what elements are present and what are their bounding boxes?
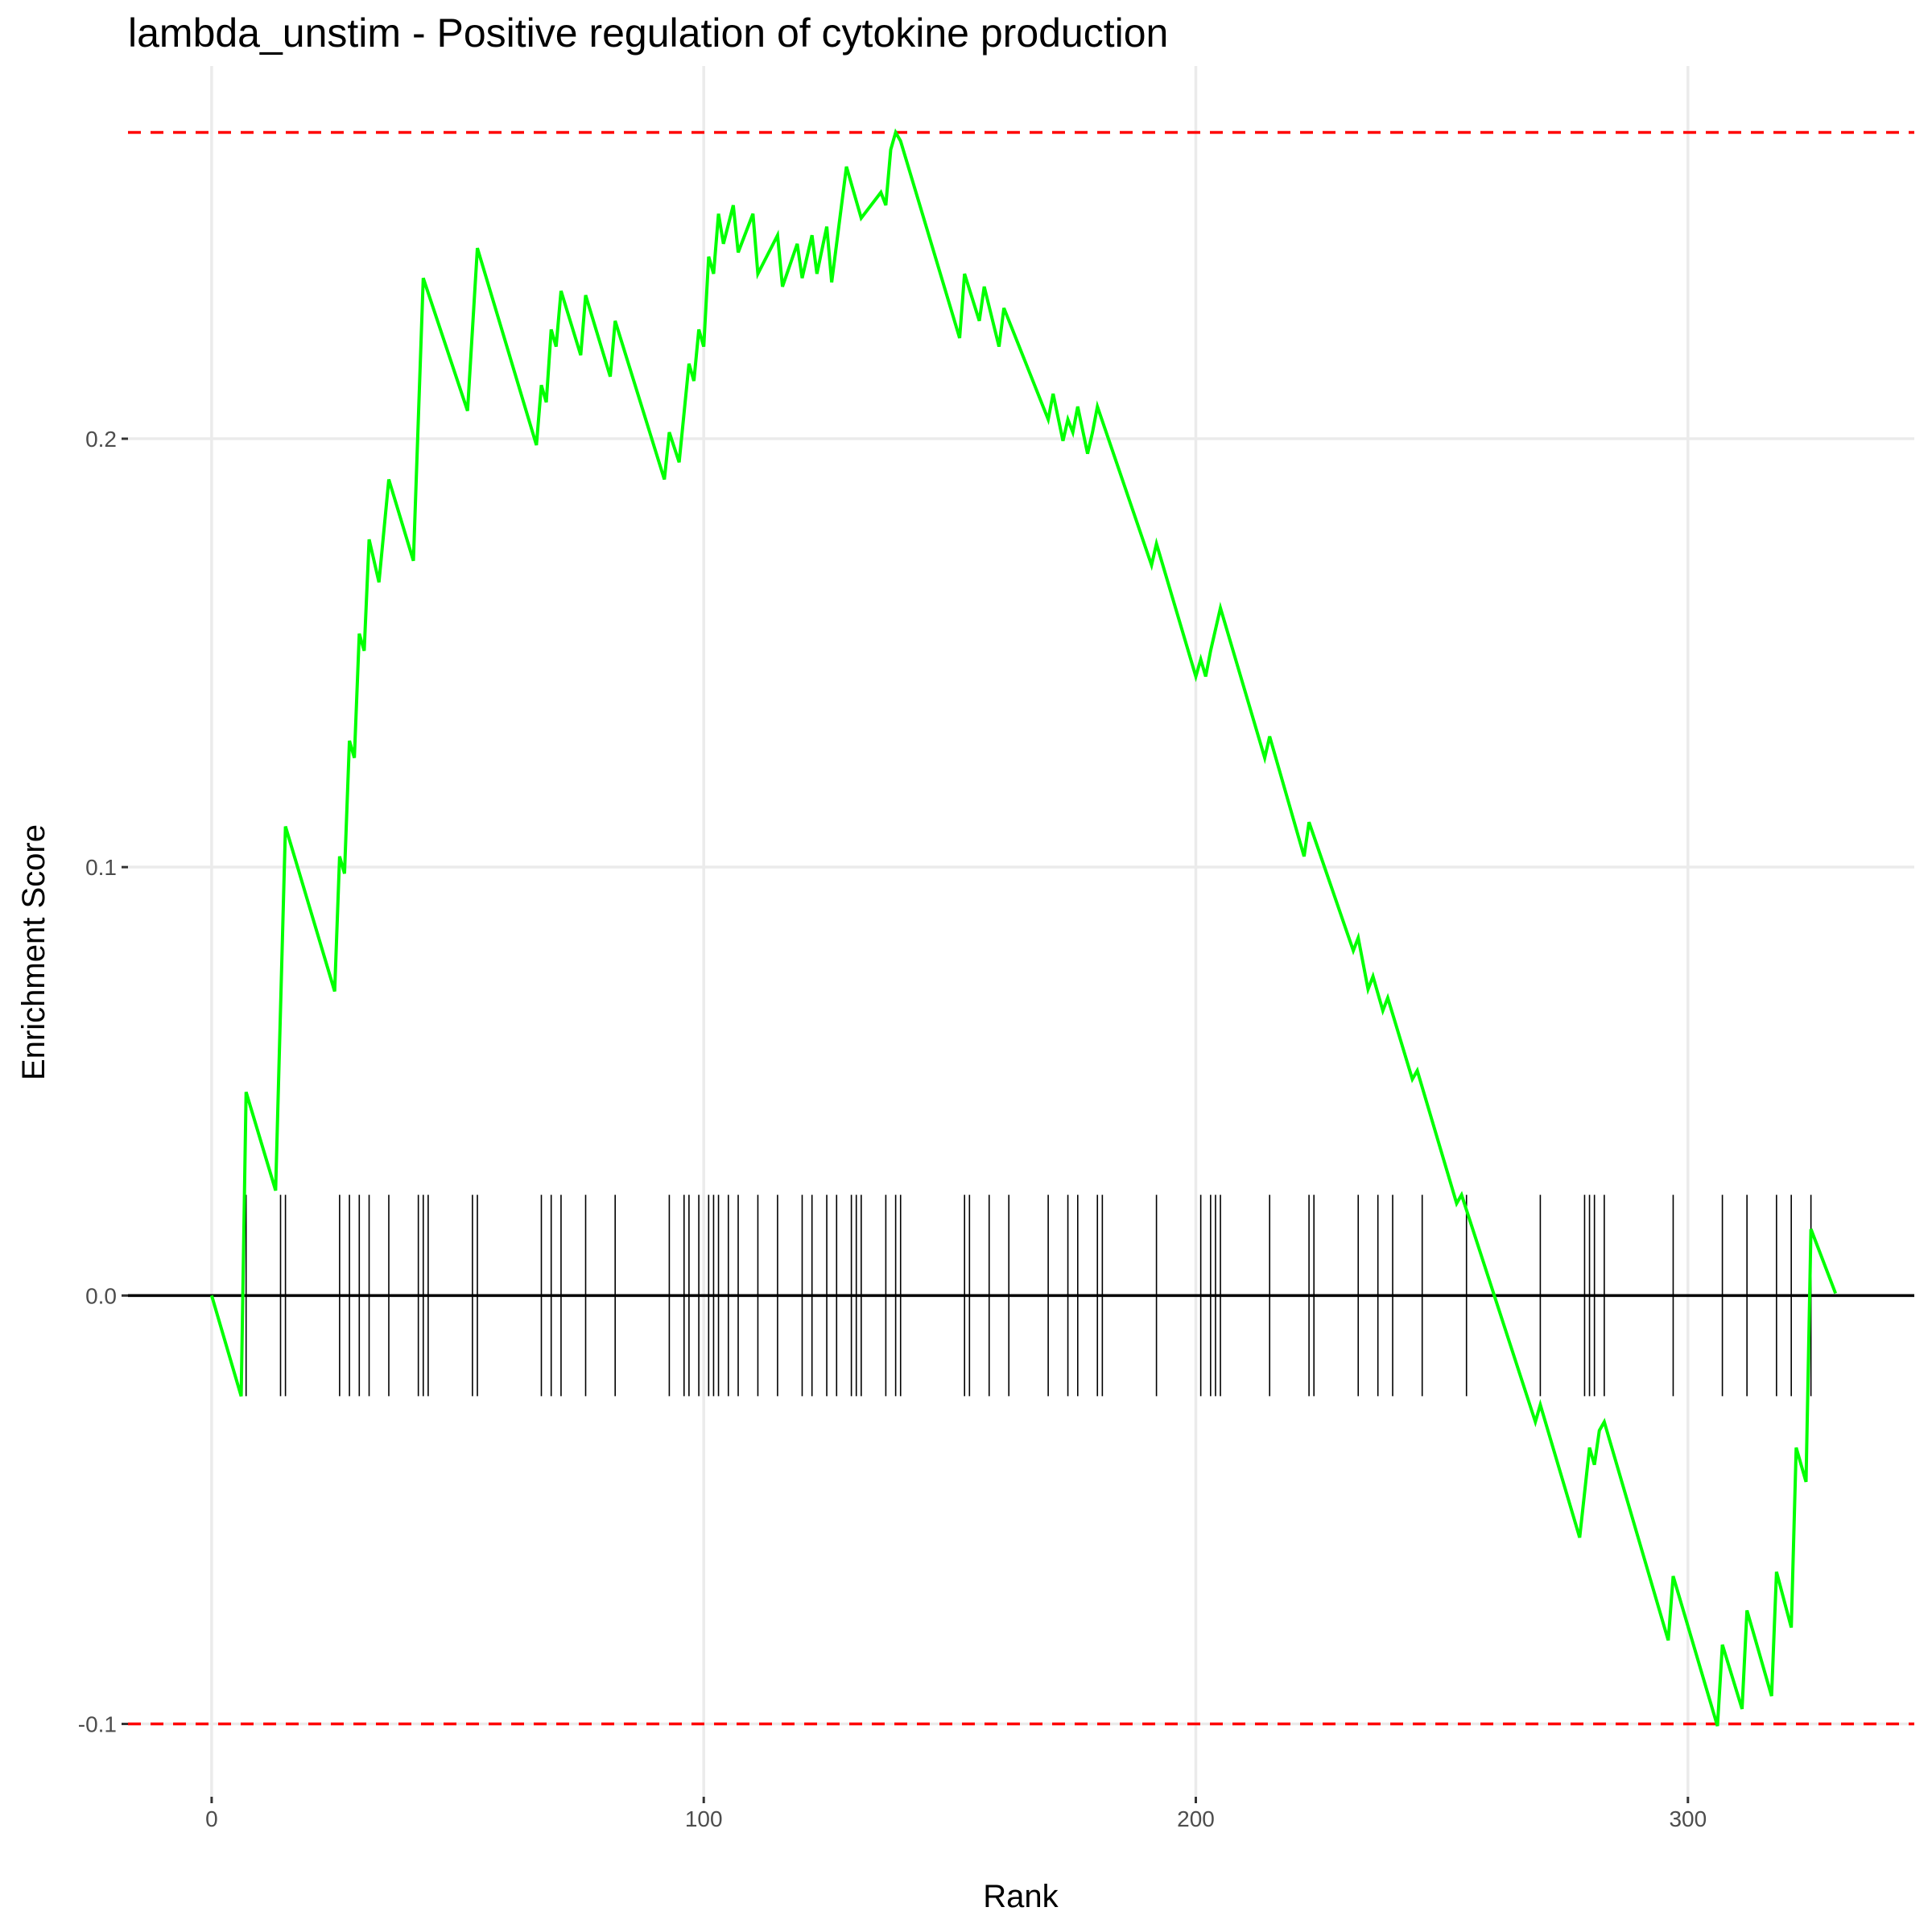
y-tick-label: 0.0 (85, 1283, 117, 1308)
x-tick-label: 0 (205, 1806, 218, 1831)
chart-title: lambda_unstim - Positive regulation of c… (128, 10, 1168, 56)
x-axis-title: Rank (983, 1879, 1059, 1914)
hit-ticks (245, 1195, 1812, 1397)
x-tick-label: 100 (685, 1806, 723, 1831)
y-tick-label: -0.1 (78, 1712, 117, 1737)
x-tick-label: 300 (1669, 1806, 1707, 1831)
enrichment-score-line (210, 128, 1838, 1727)
reference-lines (128, 130, 1914, 1726)
enrichment-curve-layer (210, 128, 1838, 1727)
y-tick-label: 0.2 (85, 427, 117, 452)
y-axis-title: Enrichment Score (16, 824, 52, 1080)
x-tick-label: 200 (1177, 1806, 1215, 1831)
grid-lines (128, 66, 1914, 1797)
axes: 0 100 200 300 -0.1 0.0 0.1 0.2 (78, 427, 1707, 1831)
y-tick-label: 0.1 (85, 855, 117, 880)
